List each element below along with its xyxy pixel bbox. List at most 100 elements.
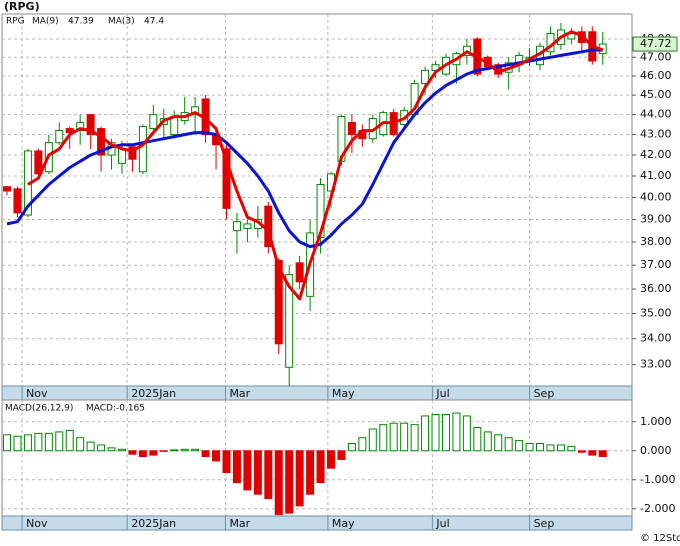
macd-bar (327, 450, 336, 469)
macd-bar (462, 415, 471, 452)
macd-bar (264, 450, 273, 500)
ma-line (27, 30, 604, 301)
candle-body (295, 262, 304, 283)
macd-bar (504, 437, 513, 452)
legend-value: 47.4 (144, 17, 164, 27)
macd-bar (379, 424, 388, 452)
macd-bar (410, 424, 419, 452)
y-tick-label: 47.00 (640, 50, 672, 63)
candle-body (128, 146, 137, 160)
candle-body (55, 130, 64, 144)
copyright: © 12Stocks.com (640, 533, 680, 544)
macd-bar (44, 432, 53, 452)
candle-body (285, 274, 294, 368)
macd-bar (201, 450, 210, 458)
macd-label: MACD: (86, 404, 116, 414)
y-tick-label: 0.000 (640, 444, 672, 457)
x-tick-label: 2025Jan (131, 517, 176, 530)
y-tick-label: 43.00 (640, 128, 672, 141)
macd-bar (567, 445, 576, 452)
macd-bar (421, 415, 430, 452)
macd-bar (285, 450, 294, 514)
macd-bar (441, 414, 450, 452)
last-price-box (632, 36, 678, 52)
macd-bar (368, 428, 377, 452)
chart-title: (RPG) (4, 0, 40, 13)
candle-body (117, 148, 126, 164)
candle-body (138, 126, 147, 173)
x-tick-label: 2025Jan (131, 387, 176, 400)
macd-bar (306, 450, 315, 495)
date-band (1, 515, 633, 531)
macd-bar (232, 450, 241, 484)
candle-body (97, 128, 106, 156)
macd-bar (389, 422, 398, 452)
macd-bar (55, 431, 64, 452)
candle-body (243, 223, 252, 229)
y-tick-label: 38.00 (640, 235, 672, 248)
candle-body (170, 116, 179, 136)
x-tick-label: Sep (534, 387, 555, 400)
x-tick-label: Mar (229, 387, 250, 400)
macd-bar (536, 443, 545, 452)
candle-body (421, 69, 430, 85)
y-tick-label: -2.000 (640, 502, 675, 515)
x-tick-label: Nov (26, 387, 48, 400)
candle-body (431, 64, 440, 71)
y-tick-label: 46.00 (640, 69, 672, 82)
ma-line (6, 48, 603, 249)
macd-bar (347, 443, 356, 452)
macd-bar (149, 450, 158, 456)
x-tick-label: Sep (534, 517, 555, 530)
macd-bar (3, 434, 12, 452)
y-tick-label: 41.00 (640, 169, 672, 182)
y-tick-label: 33.00 (640, 358, 672, 371)
macd-bar (546, 444, 555, 452)
macd-bar (180, 448, 189, 452)
macd-bar (556, 444, 565, 452)
macd-bar (588, 450, 597, 456)
macd-bar (117, 448, 126, 452)
legend-label: MA(9) (32, 17, 59, 27)
macd-bar (577, 450, 586, 453)
macd-bar (191, 448, 200, 452)
macd-bar (13, 435, 22, 452)
macd-bar (212, 450, 221, 462)
macd-bar (76, 437, 85, 452)
x-tick-label: Nov (26, 517, 48, 530)
macd-bar (598, 450, 607, 458)
macd-bar (222, 450, 231, 473)
macd-bar (107, 447, 116, 452)
macd-bar (65, 429, 74, 452)
y-tick-label: 44.00 (640, 108, 672, 121)
macd-bar (525, 443, 534, 452)
last-price: 47.72 (640, 37, 672, 50)
macd-bar (97, 444, 106, 452)
x-tick-label: May (332, 387, 355, 400)
macd-bar (243, 450, 252, 491)
y-tick-label: 40.00 (640, 190, 672, 203)
y-tick-label: -1.000 (640, 473, 675, 486)
candle-body (34, 150, 43, 175)
macd-bar (128, 450, 137, 455)
macd-bar (23, 434, 32, 452)
candle-body (13, 188, 22, 214)
candle-body (222, 148, 231, 209)
y-tick-label: 42.00 (640, 148, 672, 161)
macd-bar (431, 414, 440, 452)
macd-bar (358, 437, 367, 452)
x-tick-label: May (332, 517, 355, 530)
macd-bar (159, 450, 168, 452)
y-tick-label: 34.00 (640, 332, 672, 345)
macd-bar (34, 432, 43, 452)
macd-bar (337, 450, 346, 460)
x-tick-label: Jul (435, 517, 449, 530)
macd-bar (295, 450, 304, 507)
macd-bar (452, 412, 461, 452)
candle-body (347, 122, 356, 136)
y-tick-label: 1.000 (640, 415, 672, 428)
macd-bar (473, 427, 482, 452)
panel-title: MACD(26,12,9) (5, 404, 73, 414)
